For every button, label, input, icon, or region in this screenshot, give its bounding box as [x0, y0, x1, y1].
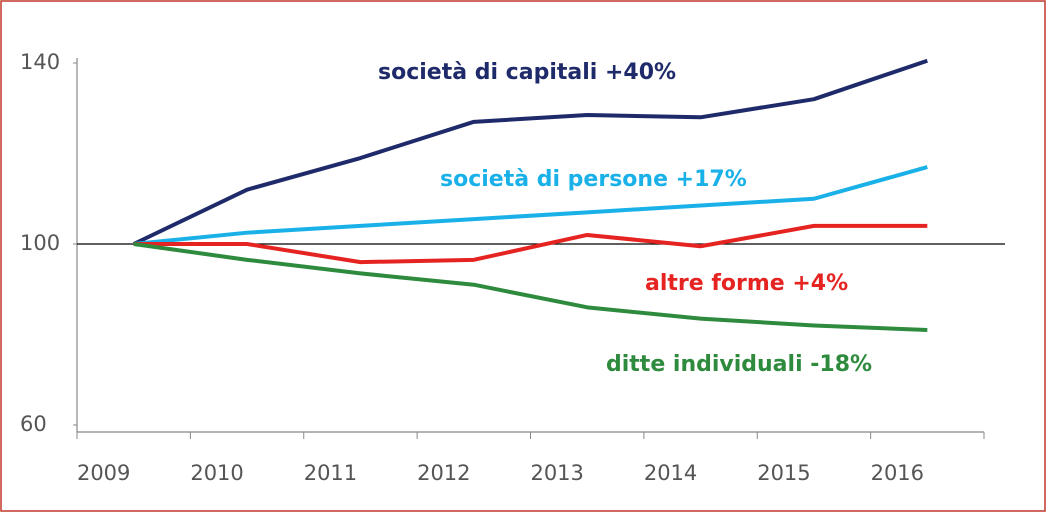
- line: [133, 223, 928, 265]
- x-tick-label: 2011: [304, 461, 357, 485]
- series-label: società di persone +17%: [440, 167, 747, 192]
- y-tick-label: 140: [20, 50, 60, 74]
- x-tick-label: 2012: [417, 461, 470, 485]
- series-label: altre forme +4%: [645, 271, 848, 296]
- x-tick-label: 2013: [530, 461, 583, 485]
- y-tick-label: 60: [20, 412, 47, 436]
- line: [132, 58, 928, 246]
- series-label: ditte individuali -18%: [606, 352, 872, 377]
- line: [133, 242, 928, 332]
- line: [133, 165, 928, 246]
- x-tick-label: 2009: [77, 461, 130, 485]
- x-tick-label: 2015: [757, 461, 810, 485]
- y-tick-label: 100: [20, 231, 60, 255]
- x-tick-label: 2014: [644, 461, 697, 485]
- x-tick-label: 2016: [871, 461, 924, 485]
- series-label: società di capitali +40%: [378, 60, 676, 85]
- x-tick-label: 2010: [190, 461, 243, 485]
